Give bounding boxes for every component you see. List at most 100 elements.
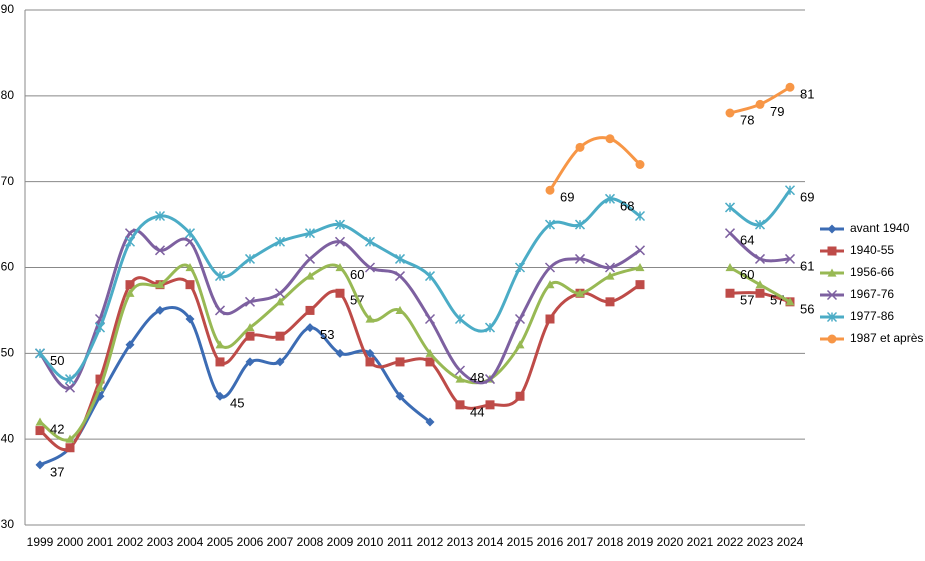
data-label: 56 — [800, 301, 814, 316]
marker — [185, 314, 195, 324]
marker — [304, 253, 316, 264]
data-label: 69 — [560, 190, 574, 205]
marker — [755, 99, 765, 109]
marker — [364, 262, 376, 273]
marker — [604, 193, 616, 204]
marker — [245, 323, 255, 332]
marker — [365, 357, 375, 367]
marker — [784, 185, 796, 196]
marker — [394, 253, 406, 264]
data-label: 53 — [320, 327, 334, 342]
marker — [95, 383, 105, 392]
marker — [574, 253, 586, 264]
data-label: 44 — [470, 404, 484, 419]
marker — [724, 202, 736, 213]
marker — [305, 305, 315, 315]
legend-label: avant 1940 — [850, 221, 910, 235]
marker — [725, 288, 735, 298]
series-line — [39, 305, 431, 467]
marker — [65, 443, 75, 453]
x-tick-label: 2015 — [507, 535, 534, 549]
marker — [605, 134, 615, 144]
marker — [395, 391, 405, 401]
marker — [724, 228, 736, 239]
marker — [827, 224, 837, 234]
marker — [274, 288, 286, 299]
x-tick-label: 2021 — [687, 535, 714, 549]
y-tick-label: 70 — [1, 174, 15, 188]
marker — [395, 305, 405, 315]
marker — [605, 271, 615, 280]
marker — [395, 357, 405, 367]
marker — [634, 210, 646, 222]
legend-label: 1987 et après — [850, 331, 923, 345]
marker — [155, 280, 165, 289]
y-tick-label: 90 — [1, 2, 15, 16]
marker — [184, 228, 196, 239]
x-tick-label: 2004 — [177, 535, 204, 549]
marker — [275, 331, 285, 341]
marker — [154, 210, 166, 222]
x-tick-label: 2003 — [147, 535, 174, 549]
marker — [34, 348, 46, 359]
marker — [94, 322, 106, 333]
x-tick-label: 2024 — [777, 535, 804, 549]
marker — [335, 263, 345, 272]
marker — [755, 288, 765, 298]
data-label: 60 — [740, 267, 754, 282]
marker — [754, 253, 766, 264]
marker — [425, 348, 435, 357]
marker — [424, 313, 436, 325]
marker — [635, 160, 645, 169]
data-label: 45 — [230, 396, 244, 411]
y-tick-label: 30 — [1, 517, 15, 531]
marker — [425, 417, 435, 427]
marker — [485, 400, 495, 410]
marker — [65, 434, 75, 443]
x-tick-label: 2020 — [657, 535, 684, 549]
marker — [605, 297, 615, 307]
marker — [455, 400, 465, 410]
x-tick-label: 2009 — [327, 535, 354, 549]
legend-label: 1967-76 — [850, 287, 894, 301]
data-label: 48 — [470, 370, 484, 385]
marker — [574, 219, 586, 230]
marker — [785, 82, 795, 92]
x-tick-label: 2012 — [417, 535, 444, 549]
marker — [725, 263, 735, 272]
data-label: 37 — [50, 464, 64, 479]
marker — [454, 313, 466, 325]
data-label: 78 — [740, 112, 754, 127]
marker — [215, 391, 225, 401]
marker — [304, 228, 316, 239]
marker — [755, 280, 765, 289]
data-label: 57 — [740, 293, 754, 308]
data-label: 69 — [800, 190, 814, 205]
data-label: 60 — [350, 267, 364, 282]
marker — [545, 185, 555, 195]
x-tick-label: 2023 — [747, 535, 774, 549]
legend-label: 1977-86 — [850, 309, 894, 323]
marker — [634, 245, 646, 256]
marker — [484, 322, 496, 333]
marker — [244, 296, 256, 307]
x-tick-label: 2005 — [207, 535, 234, 549]
marker — [635, 263, 645, 272]
marker — [305, 323, 315, 333]
marker — [455, 374, 465, 383]
marker — [515, 340, 525, 349]
x-tick-label: 2006 — [237, 535, 264, 549]
legend-label: 1940-55 — [850, 243, 894, 257]
marker — [545, 314, 555, 324]
series-line — [548, 136, 642, 192]
data-label: 42 — [50, 421, 64, 436]
marker — [215, 340, 225, 349]
marker — [125, 288, 135, 297]
marker — [827, 246, 837, 256]
marker — [185, 263, 195, 272]
marker — [214, 271, 226, 282]
x-tick-label: 2019 — [627, 535, 654, 549]
marker — [575, 288, 585, 297]
marker — [754, 219, 766, 230]
